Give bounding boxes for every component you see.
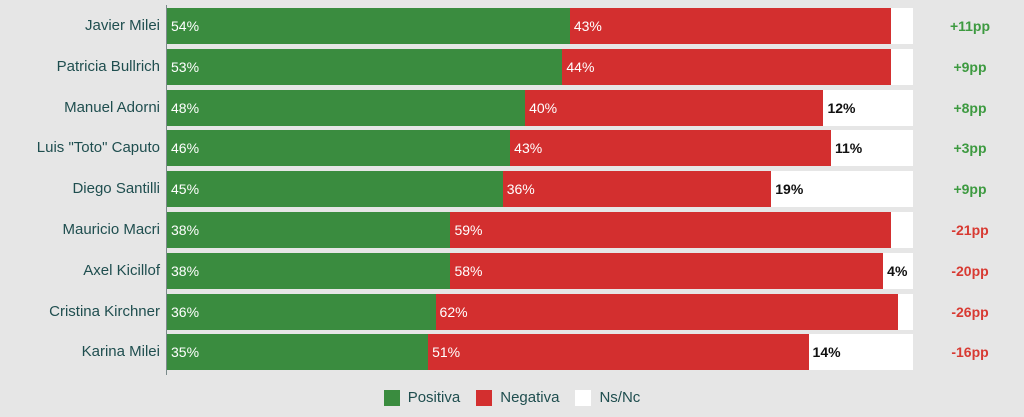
bar-segment-positiva: 54%: [167, 8, 570, 44]
bar-row: Karina Milei 35% 51% 14% -16pp: [0, 334, 1024, 371]
bar-segment-nsnc: 12%: [823, 89, 913, 126]
bar-segment-negativa: 58%: [450, 252, 884, 289]
bar-segment-nsnc: 14%: [808, 334, 913, 371]
bar-segment-negativa: 59%: [450, 212, 891, 248]
y-axis-line: [166, 5, 167, 375]
bar-row: Javier Milei 54% 43% +11pp: [0, 8, 1024, 44]
bar-segment-nsnc: [890, 8, 913, 44]
net-difference-label: +3pp: [953, 140, 987, 157]
net-difference-label: +11pp: [949, 18, 991, 34]
category-label: Diego Santilli: [72, 180, 160, 198]
bar-segment-nsnc: 19%: [771, 171, 913, 208]
net-difference-label: +9pp: [953, 181, 987, 198]
bar-segment-negativa: 43%: [569, 8, 891, 44]
bar-segment-nsnc: [898, 293, 913, 330]
legend-label: Ns/Nc: [599, 389, 641, 406]
bar-row: Luis "Toto" Caputo 46% 43% 11% +3pp: [0, 130, 1024, 167]
category-label: Luis "Toto" Caputo: [36, 139, 160, 157]
bar-row: Axel Kicillof 38% 58% 4% -20pp: [0, 252, 1024, 289]
bar-segment-positiva: 36%: [167, 293, 436, 330]
bar-segment-negativa: 36%: [502, 171, 772, 208]
legend: Positiva Negativa Ns/Nc: [0, 389, 1024, 406]
bar-segment-negativa: 51%: [428, 334, 809, 371]
bar-row: Mauricio Macri 38% 59% -21pp: [0, 212, 1024, 248]
net-difference-label: +9pp: [953, 58, 987, 75]
legend-swatch: [575, 389, 592, 406]
bar-segment-nsnc: [890, 212, 913, 248]
legend-item: Ns/Nc: [575, 389, 640, 406]
legend-swatch: [476, 389, 493, 406]
bar-segment-negativa: 43%: [510, 130, 831, 167]
category-label: Manuel Adorni: [64, 98, 160, 116]
category-label: Karina Milei: [81, 343, 160, 361]
bar-segment-nsnc: [890, 48, 913, 85]
net-difference-label: -21pp: [951, 222, 989, 238]
bar-row: Patricia Bullrich 53% 44% +9pp: [0, 48, 1024, 85]
bar-row: Cristina Kirchner 36% 62% -26pp: [0, 293, 1024, 330]
bar-segment-positiva: 38%: [167, 252, 451, 289]
category-label: Axel Kicillof: [83, 261, 160, 279]
bar-segment-positiva: 38%: [167, 212, 451, 248]
bar-segment-positiva: 53%: [167, 48, 563, 85]
bar-segment-nsnc: 11%: [830, 130, 913, 167]
bar-segment-nsnc: 4%: [883, 252, 913, 289]
bar-row: Manuel Adorni 48% 40% 12% +8pp: [0, 89, 1024, 126]
legend-label: Negativa: [500, 389, 560, 406]
net-difference-label: -16pp: [951, 344, 989, 361]
net-difference-label: -26pp: [951, 303, 989, 320]
legend-item: Positiva: [383, 389, 461, 406]
category-label: Javier Milei: [84, 17, 160, 34]
net-difference-label: -20pp: [951, 262, 989, 279]
bar-segment-positiva: 45%: [167, 171, 503, 208]
bar-segment-negativa: 62%: [435, 293, 899, 330]
bar-segment-negativa: 40%: [525, 89, 824, 126]
net-difference-label: +8pp: [953, 99, 987, 116]
bar-segment-negativa: 44%: [562, 48, 891, 85]
bar-segment-positiva: 46%: [167, 130, 511, 167]
legend-label: Positiva: [407, 389, 461, 406]
bar-row: Diego Santilli 45% 36% 19% +9pp: [0, 171, 1024, 208]
bar-segment-positiva: 35%: [167, 334, 429, 371]
category-label: Cristina Kirchner: [49, 302, 160, 320]
category-label: Mauricio Macri: [62, 221, 160, 238]
legend-swatch: [383, 389, 400, 406]
bar-segment-positiva: 48%: [167, 89, 526, 126]
category-label: Patricia Bullrich: [56, 57, 160, 75]
legend-item: Negativa: [476, 389, 559, 406]
